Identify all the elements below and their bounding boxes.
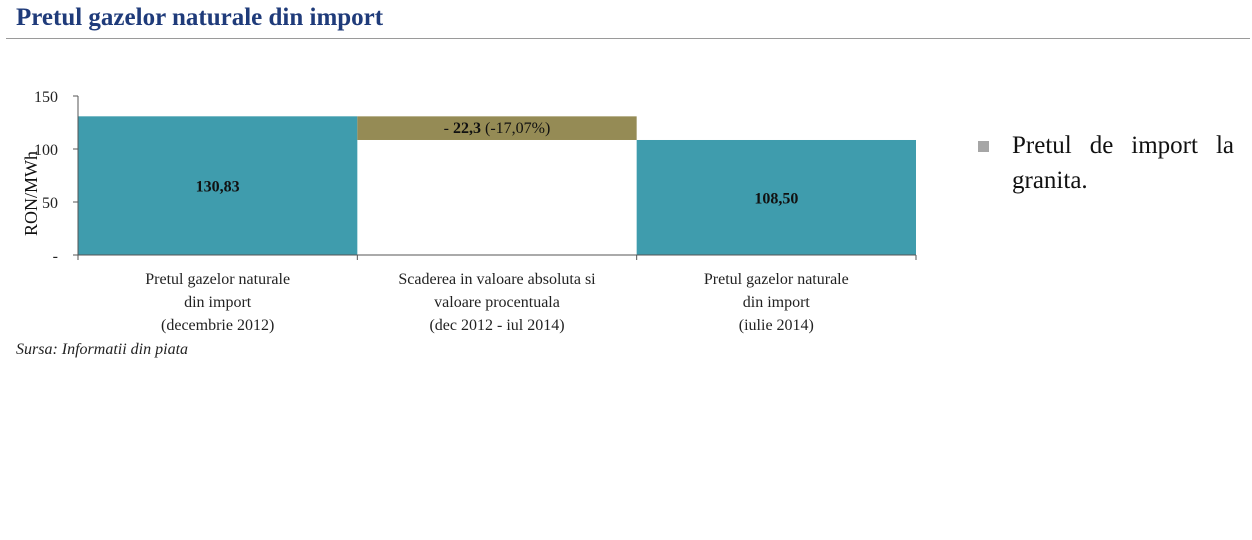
bar-2-value-label: - 22,3 (-17,07%) — [444, 120, 551, 137]
x-category-label-3: Pretul gazelor naturale din import (iulie … — [704, 271, 849, 334]
bar-3-value-label: 108,50 — [754, 190, 798, 207]
page-title: Pretul gazelor naturale din import — [16, 4, 384, 31]
y-tick-label: - — [53, 248, 58, 265]
axes-layer — [73, 95, 917, 260]
y-tick-label: 150 — [34, 89, 58, 106]
bar-1-value-label: 130,83 — [196, 179, 240, 196]
bar-1 — [78, 116, 358, 256]
bar-2 — [357, 116, 637, 140]
y-tick-label: 50 — [42, 195, 58, 212]
y-tick-label: 100 — [34, 142, 58, 159]
bars-layer — [78, 116, 916, 256]
labels-layer: 130,83 - 22,3 (-17,07%) 108,50 - 50 100 150 Pre… — [21, 89, 849, 334]
x-category-label-2: Scaderea in valoare absoluta si valoare p… — [398, 271, 596, 334]
legend-label: Pretul de import la granita. — [1012, 132, 1234, 194]
source-note: Sursa: Informatii din piata — [16, 341, 189, 358]
bar-3 — [636, 139, 916, 255]
legend: Pretul de import la granita. — [978, 128, 1234, 198]
y-axis-title: RON/MWh — [21, 151, 41, 236]
legend-marker — [978, 141, 989, 152]
title-divider — [6, 38, 1250, 39]
x-category-label-1: Pretul gazelor naturale din import (decemb… — [145, 271, 290, 334]
waterfall-chart: 130,83 - 22,3 (-17,07%) 108,50 - 50 100 150 Pre… — [21, 89, 917, 334]
